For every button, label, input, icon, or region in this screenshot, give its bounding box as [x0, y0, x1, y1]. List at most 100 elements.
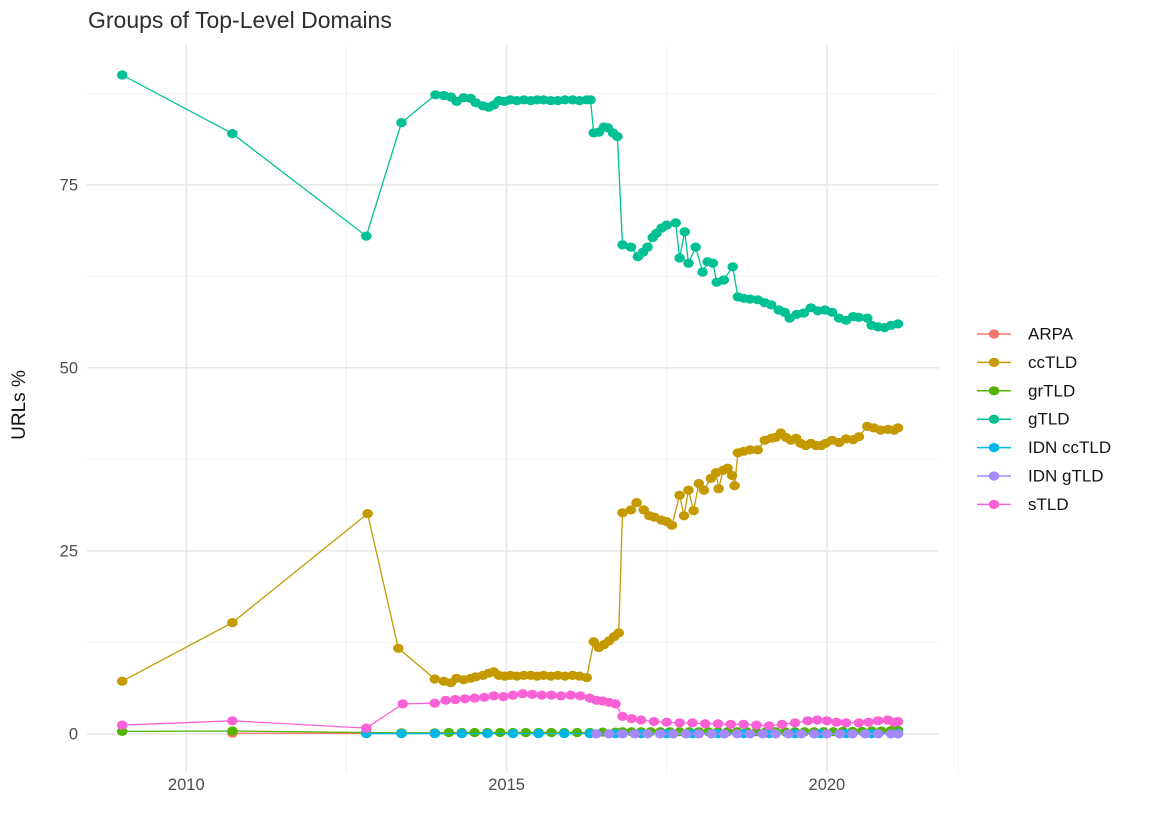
data-point	[507, 729, 519, 739]
data-point	[770, 729, 781, 739]
data-point	[719, 729, 730, 739]
legend-key-point	[988, 471, 1000, 481]
y-tick-label: 25	[60, 542, 78, 560]
data-point	[808, 729, 820, 739]
data-point	[617, 240, 628, 250]
data-point	[116, 676, 128, 686]
data-point	[688, 506, 699, 516]
data-point	[763, 721, 775, 731]
data-point	[674, 253, 685, 263]
data-point	[450, 694, 461, 705]
data-point	[757, 729, 769, 739]
data-point	[674, 718, 685, 728]
data-point	[559, 95, 571, 105]
series-stld	[116, 689, 904, 733]
legend-entry-stld: sTLD	[977, 495, 1069, 514]
legend-label: IDN gTLD	[1028, 467, 1104, 486]
legend-label: grTLD	[1028, 381, 1075, 400]
data-point	[831, 717, 842, 727]
data-point	[738, 719, 749, 730]
x-tick-label: 2020	[809, 776, 846, 794]
series-line	[121, 425, 899, 684]
data-point	[666, 520, 678, 530]
legend-label: ccTLD	[1028, 353, 1077, 372]
legend-entry-idn-gtld: IDN gTLD	[977, 467, 1104, 486]
data-point	[227, 716, 238, 726]
legend-key-point	[988, 443, 1000, 453]
y-tick-label: 50	[60, 359, 78, 377]
data-point	[517, 689, 528, 699]
data-point	[581, 673, 592, 683]
data-point	[625, 505, 637, 515]
data-point	[642, 242, 653, 252]
data-point	[635, 715, 647, 725]
legend-key-point	[988, 414, 1000, 424]
data-point	[430, 90, 441, 100]
data-point	[507, 690, 519, 700]
data-point	[678, 511, 690, 521]
data-point	[575, 691, 586, 701]
data-point	[661, 717, 672, 727]
data-point	[625, 242, 637, 252]
data-point	[443, 727, 455, 738]
data-point	[116, 70, 128, 80]
data-point	[727, 262, 738, 272]
y-tick-label: 0	[69, 725, 78, 743]
data-point	[227, 726, 238, 736]
series-line	[121, 74, 899, 329]
y-axis-title: URLs %	[9, 370, 30, 440]
data-point	[744, 729, 756, 739]
data-point	[683, 485, 694, 495]
data-point	[670, 218, 681, 228]
legend-entry-cctld: ccTLD	[977, 353, 1077, 372]
data-point	[892, 729, 904, 739]
data-point	[667, 729, 679, 739]
data-point	[610, 699, 621, 709]
data-point	[631, 498, 642, 508]
data-point	[116, 720, 128, 730]
data-point	[361, 723, 372, 733]
legend-entry-idn-cctld: IDN ccTLD	[977, 438, 1111, 457]
series-gtld	[116, 70, 904, 333]
data-point	[429, 674, 441, 684]
data-point	[546, 690, 557, 700]
legend-entry-gtld: gTLD	[977, 410, 1070, 429]
data-point	[693, 729, 705, 739]
data-point	[751, 720, 762, 730]
data-point	[396, 118, 407, 128]
legend-label: ARPA	[1028, 325, 1074, 344]
data-point	[362, 508, 373, 519]
data-point	[520, 727, 532, 738]
data-point	[613, 628, 624, 638]
data-point	[725, 719, 737, 730]
data-point	[752, 445, 763, 455]
data-point	[697, 267, 708, 277]
data-point	[533, 729, 544, 739]
data-series	[116, 70, 904, 739]
data-point	[892, 319, 904, 329]
legend-label: gTLD	[1028, 410, 1070, 429]
data-point	[494, 727, 506, 738]
data-point	[565, 690, 576, 700]
data-point	[617, 729, 628, 739]
data-point	[655, 729, 666, 739]
data-point	[840, 718, 852, 728]
data-point	[713, 484, 724, 494]
data-point	[396, 729, 407, 739]
data-point	[707, 258, 719, 268]
data-point	[612, 131, 623, 142]
data-point	[361, 231, 372, 241]
data-point	[679, 227, 690, 237]
data-point	[718, 275, 730, 285]
data-point	[559, 671, 571, 681]
data-point	[429, 729, 441, 739]
legend-key-point	[988, 499, 1000, 509]
legend-label: sTLD	[1028, 495, 1069, 514]
data-point	[482, 729, 493, 739]
data-point	[892, 423, 904, 433]
data-point	[393, 643, 404, 653]
data-point	[459, 694, 471, 704]
data-point	[744, 445, 756, 455]
